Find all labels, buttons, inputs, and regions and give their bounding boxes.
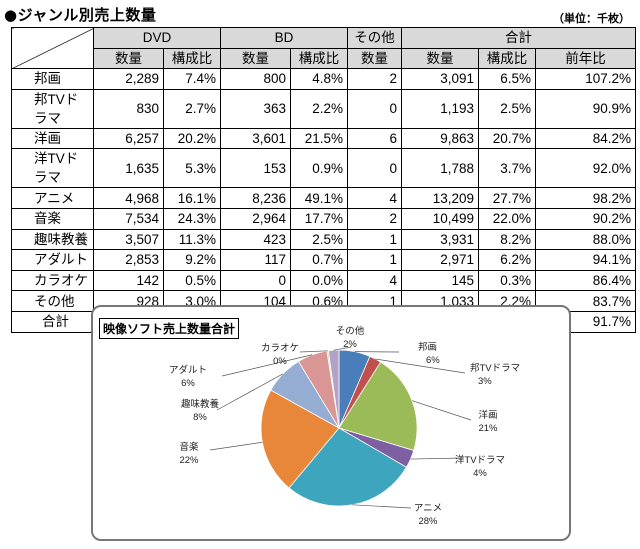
cell-bd-qty: 153: [220, 148, 292, 189]
slice-percent-label: 0%: [273, 356, 287, 367]
cell-dvd-share: 20.2%: [162, 127, 222, 150]
slice-label: 洋TVドラマ: [455, 454, 505, 466]
pie-slice: [327, 349, 340, 429]
cell-bd-qty: 8,236: [220, 187, 292, 209]
subheader-yoy: 前年比: [535, 47, 637, 70]
slice-percent-label: 28%: [418, 516, 438, 527]
cell-dvd-share: 0.5%: [162, 269, 222, 292]
cell-dvd-share: 2.7%: [162, 88, 222, 129]
table-row: 洋画 6,257 20.2% 3,601 21.5% 6 9,863 20.7% 84.2%: [11, 127, 637, 150]
cell-total-qty: 3,931: [401, 228, 480, 251]
cell-total-qty: 1,193: [401, 88, 480, 129]
table-row: 邦画 2,289 7.4% 800 4.8% 2 3,091 6.5% 107.2%: [11, 68, 637, 90]
cell-bd-share: 21.5%: [290, 127, 349, 150]
cell-bd-share: 49.1%: [290, 187, 349, 209]
slice-label: カラオケ: [261, 343, 299, 354]
slice-percent-label: 3%: [478, 376, 492, 387]
cell-total-share: 0.3%: [478, 269, 537, 292]
slice-percent-label: 4%: [473, 468, 487, 479]
header-total: 合計: [401, 27, 637, 49]
cell-dvd-qty: 4,968: [93, 187, 164, 209]
cell-dvd-share: 11.3%: [162, 228, 222, 251]
slice-percent-label: 22%: [179, 455, 199, 466]
cell-dvd-qty: 3,507: [93, 228, 164, 251]
cell-dvd-share: 9.2%: [162, 249, 222, 271]
cell-bd-share: 2.5%: [290, 228, 349, 251]
cell-dvd-qty: 1,635: [93, 148, 164, 189]
pie-slice: [260, 389, 340, 489]
slice-label: 邦画: [418, 341, 437, 353]
slice-percent-label: 6%: [426, 355, 440, 366]
table-row: カラオケ 142 0.5% 0 0.0% 4 145 0.3% 86.4%: [11, 269, 637, 292]
cell-bd-share: 2.2%: [290, 88, 349, 129]
slice-label: アダルト: [169, 364, 207, 376]
cell-total-share: 2.5%: [478, 88, 537, 129]
cell-total-share: 6.5%: [478, 68, 537, 90]
slice-label: 音楽: [179, 441, 199, 453]
cell-genre: 邦TVドラマ: [11, 88, 94, 129]
table-row: 趣味教養 3,507 11.3% 423 2.5% 1 3,931 8.2% 88.0%: [11, 228, 637, 251]
cell-bd-qty: 117: [220, 249, 292, 271]
page-title: ●ジャンル別売上数量: [4, 6, 157, 24]
cell-bd-share: 4.8%: [290, 68, 349, 90]
header-dvd: DVD: [92, 27, 222, 49]
genre-sales-table: DVD BD その他 合計 数量 構成比 数量 構成比 数量 数量 構成比 前年…: [11, 26, 637, 333]
slice-percent-label: 2%: [343, 339, 357, 350]
slice-percent-label: 21%: [478, 423, 498, 434]
table-row: アニメ 4,968 16.1% 8,236 49.1% 4 13,209 27.7% 98.2%: [11, 187, 637, 209]
leader-line: [221, 354, 313, 377]
slice-label: 趣味教養: [181, 398, 220, 410]
leader-line: [352, 504, 412, 509]
cell-other-qty: 0: [347, 148, 403, 189]
table-row: 洋TVドラマ 1,635 5.3% 153 0.9% 0 1,788 3.7% 92.0%: [11, 148, 637, 189]
cell-genre: 音楽: [11, 207, 94, 230]
cell-yoy: 90.9%: [535, 88, 637, 129]
leader-line: [333, 346, 352, 351]
slice-percent-label: 6%: [181, 378, 195, 389]
cell-total-qty: 145: [401, 269, 480, 292]
leader-line: [410, 457, 465, 460]
pie-slice: [288, 427, 407, 507]
leader-line: [216, 373, 283, 411]
subheader-bd-qty: 数量: [220, 47, 292, 70]
slice-label: アニメ: [414, 503, 442, 514]
slice-label: 洋画: [478, 409, 497, 421]
unit-note: （単位：千枚）: [553, 12, 630, 25]
header-bd: BD: [220, 27, 349, 49]
table-row: アダルト 2,853 9.2% 117 0.7% 1 2,971 6.2% 94.1%: [11, 249, 637, 271]
cell-bd-share: 17.7%: [290, 207, 349, 230]
leader-line: [299, 350, 328, 353]
cell-bd-share: 0.9%: [290, 148, 349, 189]
cell-other-qty: 0: [347, 88, 403, 129]
pie-slice: [338, 361, 418, 451]
table-corner-cell: [11, 26, 94, 70]
subheader-other-qty: 数量: [347, 47, 403, 70]
cell-yoy: 92.0%: [535, 148, 637, 189]
leader-line: [209, 441, 263, 451]
leader-line: [411, 400, 472, 421]
slice-label: 邦TVドラマ: [470, 362, 520, 374]
subheader-bd-share: 構成比: [290, 47, 349, 70]
cell-bd-qty: 363: [220, 88, 292, 129]
cell-total-qty: 9,863: [401, 127, 480, 150]
leader-line: [375, 358, 466, 374]
slice-label: その他: [336, 325, 365, 337]
table-row: 邦TVドラマ 830 2.7% 363 2.2% 0 1,193 2.5% 90.9%: [11, 88, 637, 129]
subheader-dvd-share: 構成比: [162, 47, 222, 70]
slice-percent-label: 8%: [193, 412, 207, 423]
subheader-total-share: 構成比: [478, 47, 537, 70]
cell-total-share: 3.7%: [478, 148, 537, 189]
chart-title: 映像ソフト売上数量合計: [99, 318, 240, 339]
cell-yoy: 88.0%: [535, 228, 637, 251]
subheader-total-qty: 数量: [401, 47, 480, 70]
cell-dvd-share: 5.3%: [162, 148, 222, 189]
cell-dvd-share: 7.4%: [162, 68, 222, 90]
cell-total-qty: 1,788: [401, 148, 480, 189]
subheader-dvd-qty: 数量: [93, 47, 164, 70]
